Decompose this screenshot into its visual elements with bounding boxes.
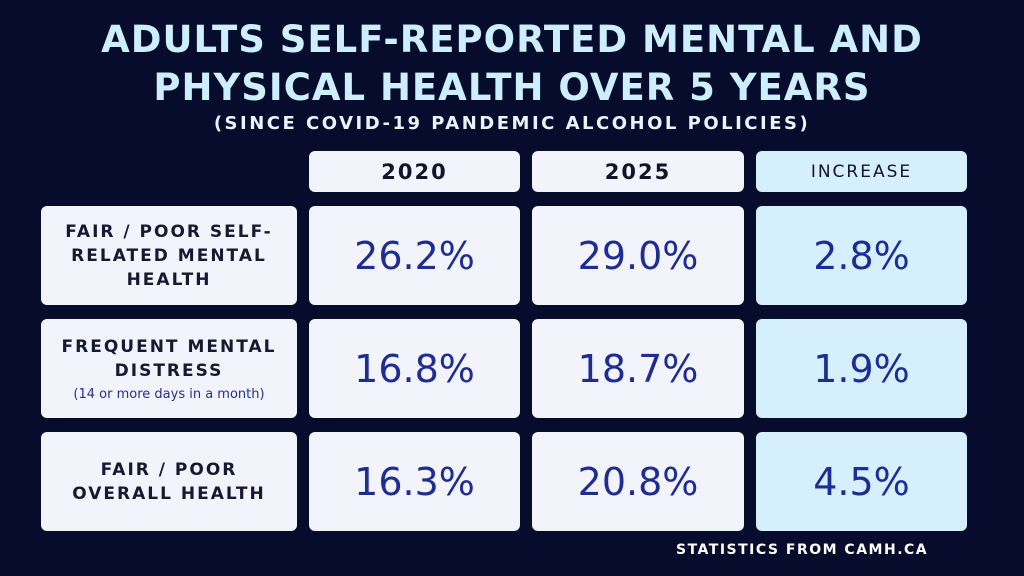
- row-label-text: FAIR / POOR SELF-RELATED MENTAL HEALTH: [65, 221, 273, 290]
- row-label: FREQUENT MENTAL DISTRESS (14 or more days…: [41, 319, 297, 418]
- value-cell: 16.8%: [309, 319, 520, 418]
- row-label-text: FAIR / POOR OVERALL HEALTH: [72, 459, 266, 504]
- source-note: STATISTICS FROM CAMH.CA: [676, 542, 929, 558]
- value-cell: 20.8%: [532, 432, 744, 531]
- value-cell: 29.0%: [532, 206, 744, 305]
- value-cell: 18.7%: [532, 319, 744, 418]
- column-header-2025: 2025: [532, 151, 744, 192]
- title-line-2: PHYSICAL HEALTH OVER 5 YEARS: [153, 66, 871, 109]
- title-line-1: ADULTS SELF-REPORTED MENTAL AND: [101, 18, 923, 61]
- row-note: (14 or more days in a month): [73, 387, 265, 402]
- row-label-text: FREQUENT MENTAL DISTRESS: [61, 337, 277, 381]
- increase-value-cell: 2.8%: [756, 206, 967, 305]
- row-label: FAIR / POOR OVERALL HEALTH: [41, 432, 297, 531]
- increase-value-cell: 1.9%: [756, 319, 967, 418]
- subtitle: (SINCE COVID-19 PANDEMIC ALCOHOL POLICIE…: [213, 113, 811, 134]
- column-header-increase: INCREASE: [756, 151, 967, 192]
- value-cell: 26.2%: [309, 206, 520, 305]
- row-label: FAIR / POOR SELF-RELATED MENTAL HEALTH: [41, 206, 297, 305]
- increase-value-cell: 4.5%: [756, 432, 967, 531]
- value-cell: 16.3%: [309, 432, 520, 531]
- column-header-2020: 2020: [309, 151, 520, 192]
